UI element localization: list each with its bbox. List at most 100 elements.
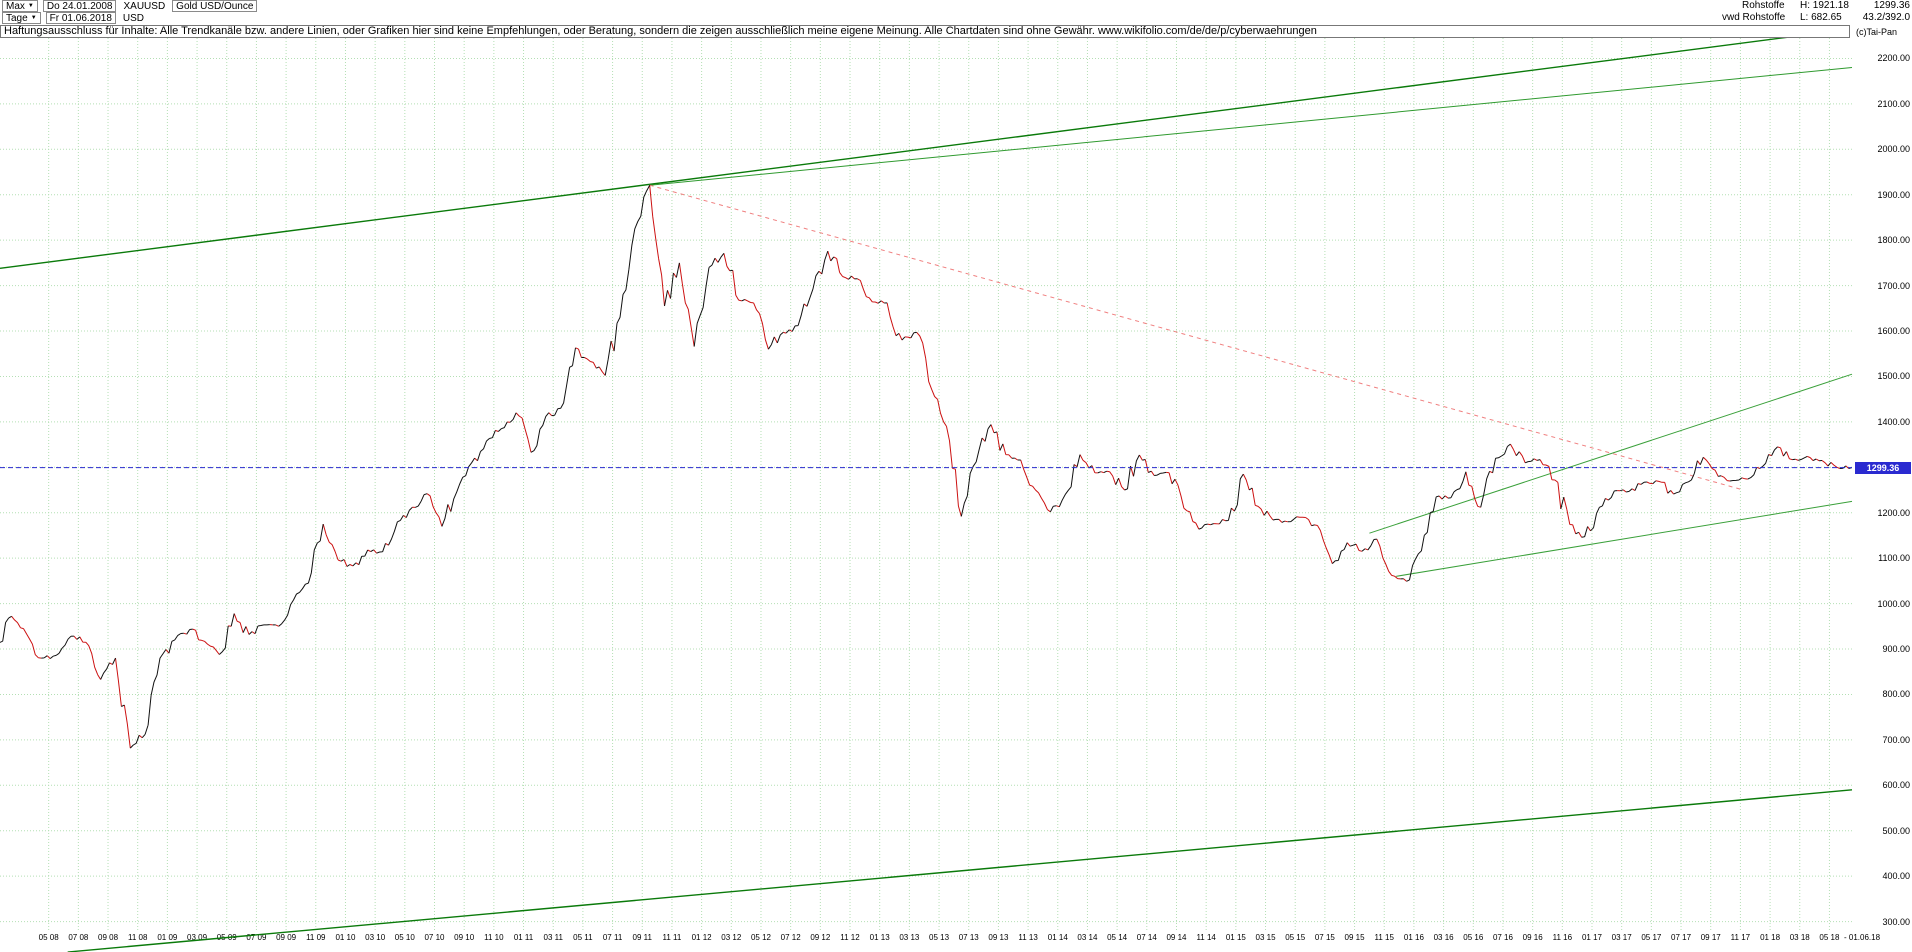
x-tick-label: 07 09	[246, 933, 267, 942]
x-tick-label: 07 08	[68, 933, 89, 942]
x-tick-label: 03 13	[899, 933, 920, 942]
y-tick-label: 2000.00	[1877, 144, 1910, 155]
x-tick-label: 07 10	[424, 933, 445, 942]
x-tick-label: 11 16	[1552, 933, 1573, 942]
x-tick-label: 09 08	[98, 933, 119, 942]
y-tick-label: 500.00	[1882, 825, 1910, 836]
y-tick-label: 1200.00	[1877, 507, 1910, 518]
price-axis[interactable]: 2200.00 2100.00 2000.00 1900.00 1800.00 1700.…	[1855, 0, 1912, 952]
x-tick-label: 05 17	[1641, 933, 1662, 942]
chevron-down-icon: ▼	[30, 15, 37, 21]
x-tick-label: 07 13	[958, 933, 979, 942]
start-date-value: Do 24.01.2008	[46, 0, 113, 12]
x-tick-label: 03 10	[365, 933, 386, 942]
change-value: 43.2/392.0	[1862, 12, 1910, 23]
y-tick-label: 2200.00	[1877, 53, 1910, 64]
trend-lines-layer	[0, 29, 1853, 952]
x-axis-end-label: - 01.06.18	[1844, 933, 1881, 942]
x-tick-label: 01 16	[1403, 933, 1424, 942]
x-tick-label: 01 09	[157, 933, 178, 942]
y-tick-label: 2100.00	[1877, 98, 1910, 109]
y-tick-label: 300.00	[1882, 916, 1910, 927]
y-tick-label: 1500.00	[1877, 371, 1910, 382]
period-dropdown[interactable]: Tage ▼	[2, 12, 41, 24]
high-value: H: 1921.18	[1800, 0, 1849, 11]
x-tick-label: 09 10	[454, 933, 475, 942]
x-tick-label: 11 11	[662, 933, 682, 942]
end-date-value: Fr 01.06.2018	[49, 12, 112, 24]
x-tick-label: 01 12	[691, 933, 712, 942]
y-tick-label: 700.00	[1882, 734, 1910, 745]
x-tick-label: 09 14	[1166, 933, 1187, 942]
category-label: Rohstoffe	[1742, 0, 1785, 11]
secondary-upper-line[interactable]	[649, 67, 1853, 186]
y-tick-label: 1800.00	[1877, 235, 1910, 246]
disclaimer-text: Haftungsausschluss für Inhalte: Alle Tre…	[0, 25, 1850, 38]
low-value: L: 682.65	[1800, 12, 1842, 23]
x-tick-label: 09 11	[632, 933, 652, 942]
last-price-tag: 1299.36	[1855, 461, 1911, 474]
x-tick-label: 05 08	[38, 933, 59, 942]
minor-channel-lower-line[interactable]	[1396, 500, 1853, 577]
titlebar-row-2: Tage ▼ Fr 01.06.2018 USD vwd Rohstoffe L…	[0, 12, 1912, 24]
x-tick-label: 05 10	[394, 933, 415, 942]
x-tick-label: 03 14	[1077, 933, 1098, 942]
x-tick-label: 01 15	[1225, 933, 1246, 942]
x-tick-label: 03 17	[1611, 933, 1632, 942]
x-tick-label: 09 15	[1344, 933, 1365, 942]
price-series-down-segments	[11, 185, 1850, 749]
x-tick-label: 11 17	[1730, 933, 1751, 942]
price-series-up-segments	[0, 184, 1852, 749]
x-tick-label: 11 08	[127, 933, 148, 942]
x-tick-label: 01 13	[869, 933, 890, 942]
y-tick-label: 1700.00	[1877, 280, 1910, 291]
main-channel-lower-line[interactable]	[67, 789, 1853, 952]
x-tick-label: 11 09	[306, 933, 326, 942]
y-tick-label: 900.00	[1882, 644, 1910, 655]
y-tick-label: 600.00	[1882, 780, 1910, 791]
x-tick-label: 07 15	[1314, 933, 1335, 942]
minor-channel-upper-line[interactable]	[1369, 373, 1853, 534]
y-tick-label: 400.00	[1882, 871, 1910, 882]
x-tick-label: 07 17	[1671, 933, 1692, 942]
titlebar-row-1: Max ▼ Do 24.01.2008 XAUUSD Gold USD/Ounc…	[0, 0, 1912, 12]
instrument-name-box: Gold USD/Ounce	[172, 0, 258, 12]
x-tick-label: 03 11	[543, 933, 563, 942]
x-tick-label: 05 14	[1107, 933, 1128, 942]
x-tick-label: 07 11	[602, 933, 623, 942]
grid-layer	[0, 38, 1852, 930]
range-dropdown[interactable]: Max ▼	[2, 0, 38, 12]
end-date-field[interactable]: Fr 01.06.2018	[45, 12, 116, 24]
period-dropdown-label: Tage	[6, 12, 28, 24]
x-tick-label: 11 13	[1018, 933, 1038, 942]
main-channel-upper-line[interactable]	[0, 29, 1852, 270]
y-tick-label: 800.00	[1882, 689, 1910, 700]
x-tick-label: 05 16	[1463, 933, 1484, 942]
chevron-down-icon: ▼	[27, 3, 34, 9]
x-tick-label: 01 17	[1581, 933, 1603, 942]
x-tick-label: 09 16	[1522, 933, 1543, 942]
x-tick-label: 07 16	[1492, 933, 1513, 942]
x-tick-label: 05 15	[1285, 933, 1306, 942]
x-tick-label: 11 12	[840, 933, 860, 942]
start-date-field[interactable]: Do 24.01.2008	[42, 0, 117, 12]
disclaimer-row: Haftungsausschluss für Inhalte: Alle Tre…	[0, 25, 1912, 38]
x-tick-label: 05 18	[1819, 933, 1840, 942]
x-tick-label: 05 13	[929, 933, 950, 942]
last-price-header: 1299.36	[1873, 0, 1910, 11]
y-tick-label: 1900.00	[1877, 189, 1910, 200]
symbol-label: XAUUSD	[123, 0, 166, 12]
x-tick-label: 09 13	[988, 933, 1009, 942]
x-tick-label: 07 14	[1136, 933, 1157, 942]
y-tick-label: 1400.00	[1877, 416, 1910, 427]
price-series[interactable]	[0, 184, 1852, 749]
x-tick-label: 09 17	[1700, 933, 1721, 942]
x-tick-label: 03 15	[1255, 933, 1276, 942]
x-tick-label: 01 10	[335, 933, 356, 942]
x-tick-label: 03 12	[721, 933, 742, 942]
x-tick-label: 11 14	[1196, 933, 1216, 942]
downtrend-resistance-line[interactable]	[649, 184, 1744, 491]
